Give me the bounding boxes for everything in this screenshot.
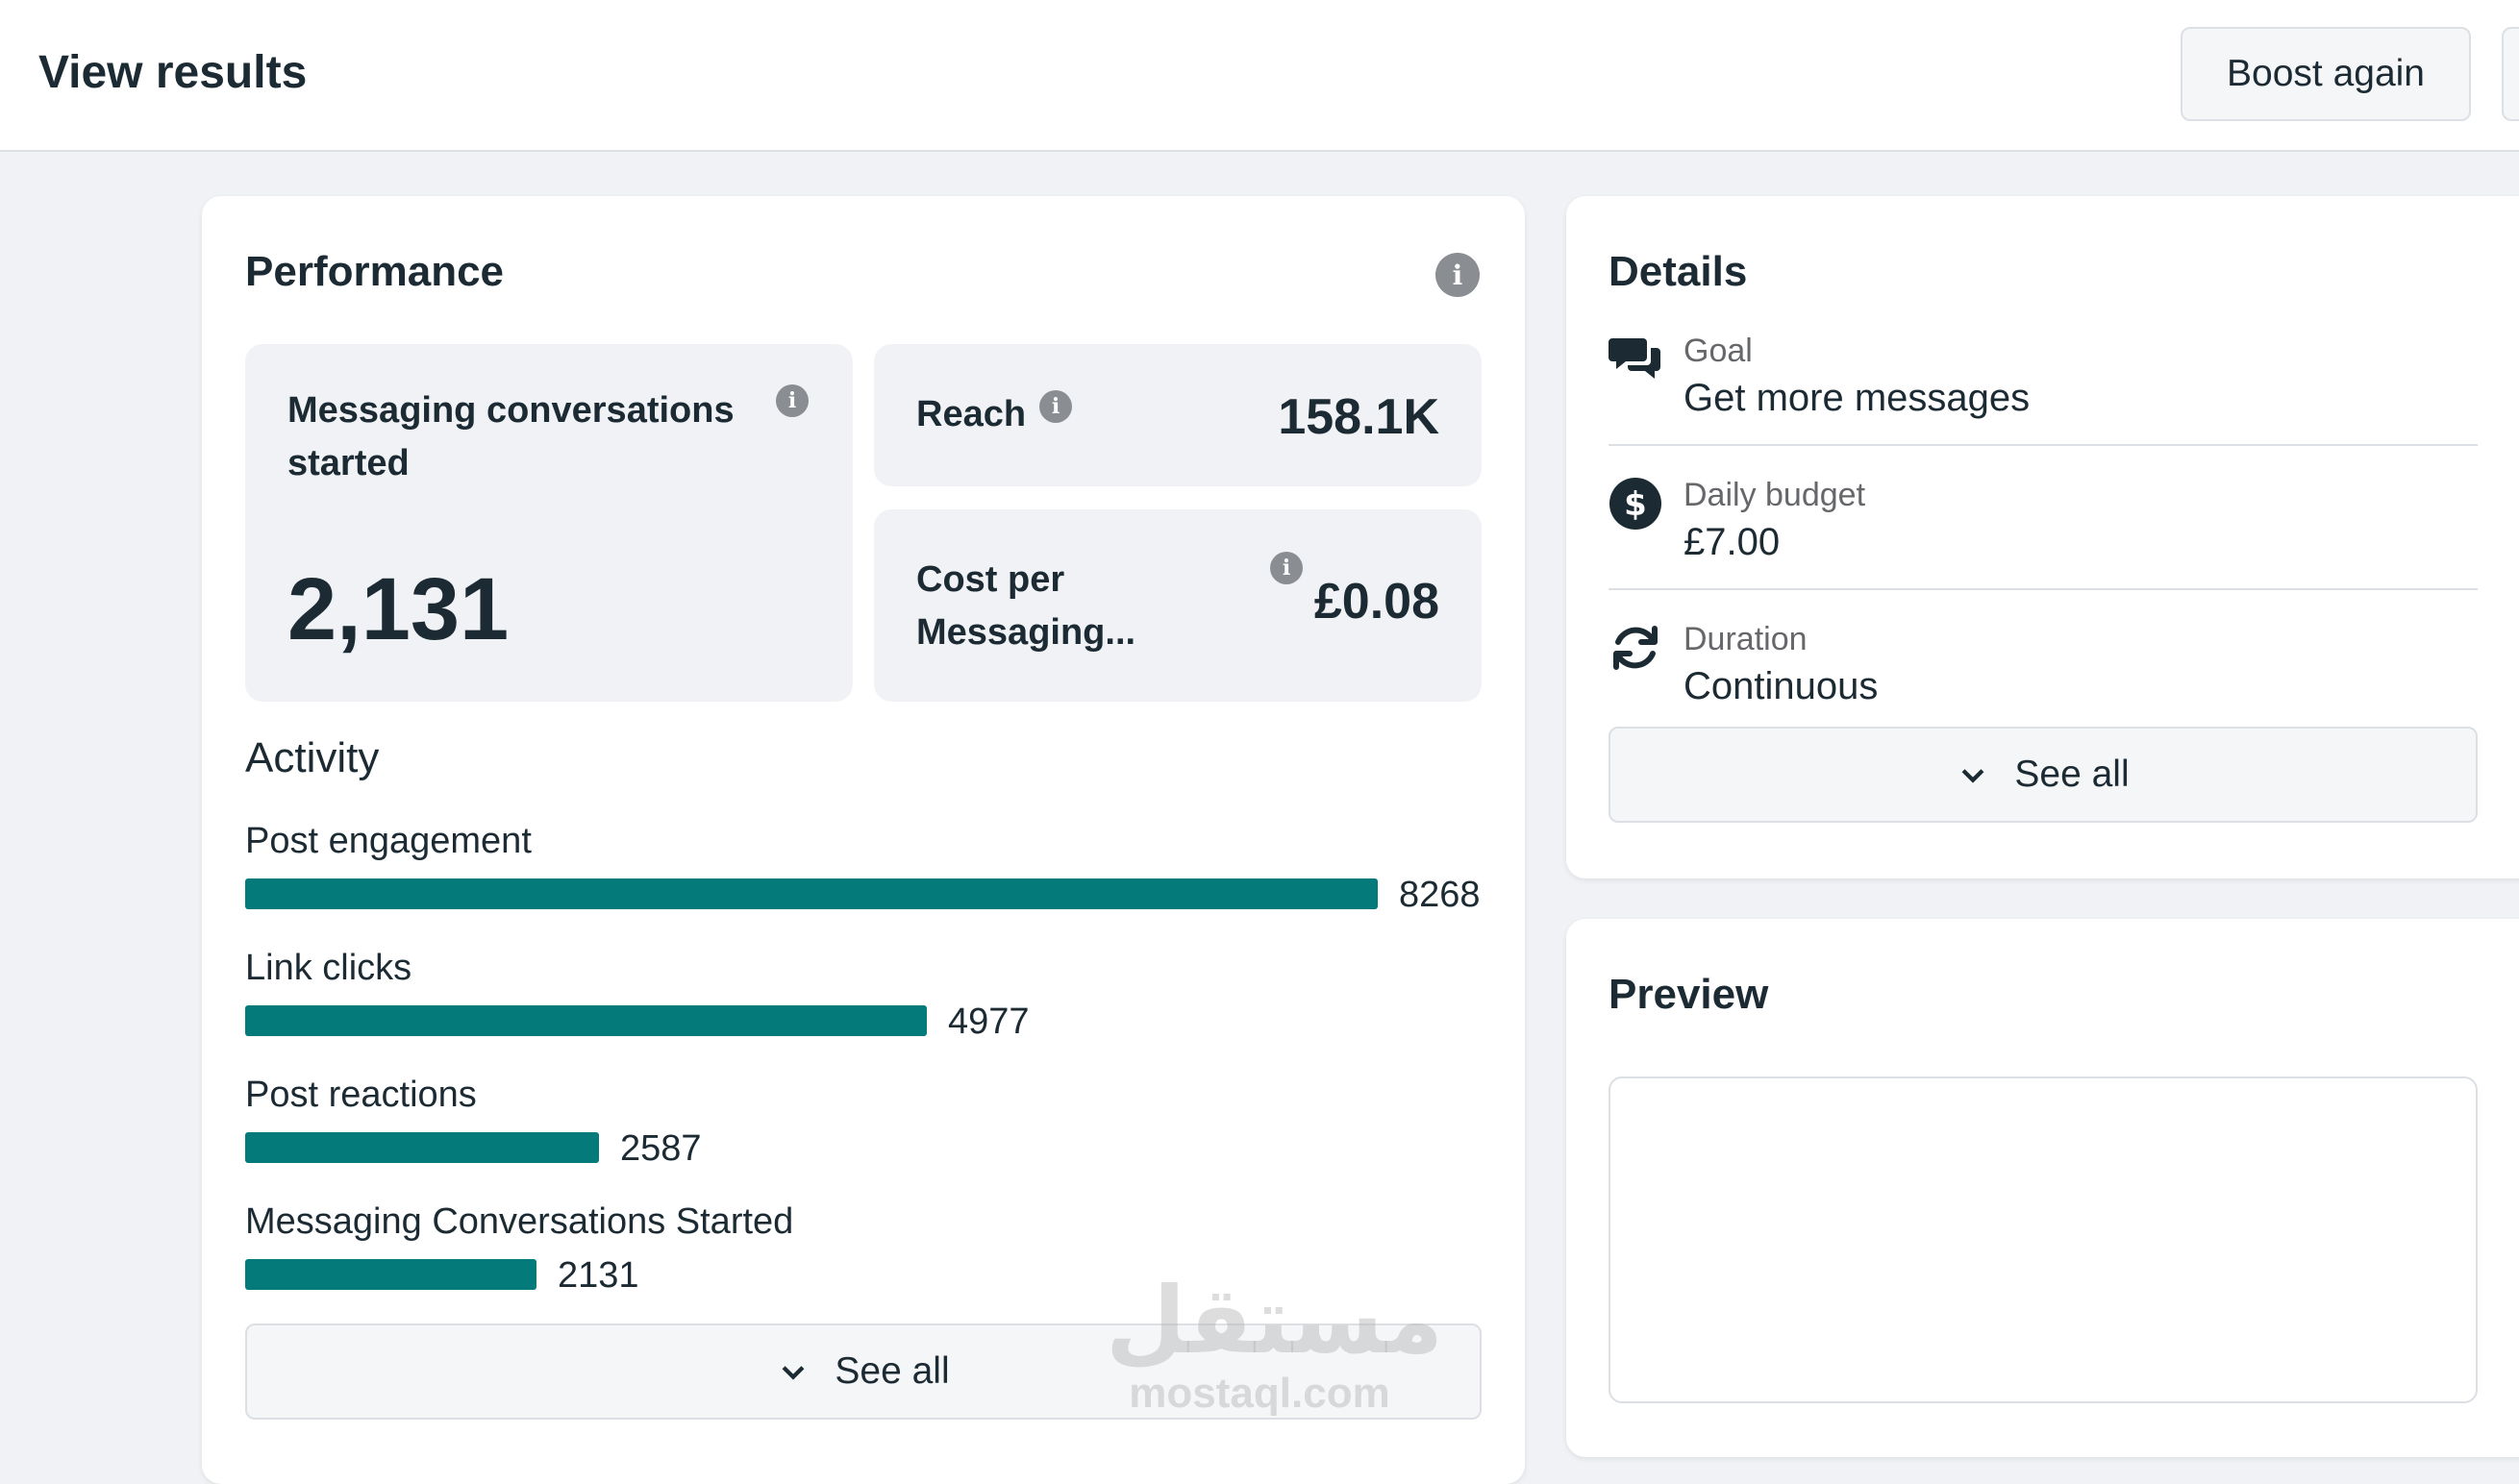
info-icon[interactable]: i — [1039, 390, 1072, 423]
details-card: Details Goal Get more messages $ Daily b… — [1566, 196, 2519, 878]
cost-per-messaging-metric: Cost per Messaging... i £0.08 — [874, 509, 1482, 702]
messaging-conversations-metric: Messaging conversations started i 2,131 — [245, 344, 853, 702]
activity-label: Post reactions — [245, 1075, 477, 1115]
chat-bubbles-icon — [1609, 338, 1660, 379]
preview-title: Preview — [1609, 971, 1769, 1018]
watermark-arabic: مستقل — [1106, 1270, 1444, 1373]
activity-bar — [245, 878, 1378, 909]
metric-label: Messaging conversations started — [287, 390, 735, 483]
detail-value: Continuous — [1683, 665, 1879, 707]
metric-value: 158.1K — [1278, 389, 1439, 445]
watermark-latin: mostaql.com — [1129, 1370, 1390, 1417]
details-title: Details — [1609, 248, 1748, 295]
activity-title: Activity — [245, 734, 380, 781]
detail-row-goal: Goal Get more messages — [1609, 333, 2474, 429]
dollar-circle-icon: $ — [1609, 478, 1661, 530]
details-see-all-button[interactable]: See all — [1609, 727, 2478, 823]
activity-value: 2587 — [620, 1128, 702, 1169]
more-options-button[interactable] — [2502, 27, 2519, 121]
detail-label: Goal — [1683, 333, 1753, 369]
watermark-logo: مستقل mostaql.com — [1106, 1270, 1444, 1418]
refresh-icon — [1613, 626, 1658, 670]
metric-label: Cost per Messaging... — [916, 559, 1136, 653]
metric-value: £0.08 — [1313, 574, 1439, 630]
detail-value: Get more messages — [1683, 377, 2031, 419]
see-all-label: See all — [2014, 754, 2130, 795]
performance-title: Performance — [245, 248, 505, 295]
top-bar: View results Boost again — [0, 0, 2519, 152]
preview-card: Preview — [1566, 919, 2519, 1457]
metric-label: Reach — [916, 394, 1027, 434]
activity-value: 4977 — [948, 1002, 1030, 1042]
activity-label: Messaging Conversations Started — [245, 1201, 794, 1242]
detail-label: Duration — [1683, 621, 1808, 657]
performance-card: Performance i Messaging conversations st… — [202, 196, 1525, 1484]
activity-bar — [245, 1132, 599, 1163]
svg-text:$: $ — [1624, 485, 1647, 524]
divider — [1609, 588, 2478, 590]
activity-bar — [245, 1259, 536, 1290]
info-icon[interactable]: i — [1270, 552, 1303, 584]
activity-bar — [245, 1005, 927, 1036]
detail-label: Daily budget — [1683, 477, 1866, 513]
detail-row-budget: $ Daily budget £7.00 — [1609, 477, 2474, 573]
info-icon[interactable]: i — [776, 384, 809, 417]
chevron-down-icon — [782, 1366, 805, 1380]
see-all-label: See all — [835, 1350, 950, 1392]
chevron-down-icon — [1961, 769, 1984, 783]
metric-value: 2,131 — [287, 560, 510, 658]
divider — [1609, 444, 2478, 446]
info-icon[interactable]: i — [1435, 253, 1480, 297]
activity-value: 8268 — [1399, 875, 1481, 915]
activity-value: 2131 — [558, 1255, 639, 1296]
reach-metric: Reach i 158.1K — [874, 344, 1482, 486]
detail-value: £7.00 — [1683, 521, 1781, 563]
activity-label: Post engagement — [245, 821, 532, 861]
ad-preview-frame[interactable] — [1609, 1076, 2478, 1403]
detail-row-duration: Duration Continuous — [1609, 621, 2474, 717]
activity-see-all-button[interactable]: See all — [245, 1323, 1482, 1420]
boost-again-button[interactable]: Boost again — [2181, 27, 2471, 121]
activity-label: Link clicks — [245, 948, 412, 988]
page-title: View results — [38, 47, 308, 98]
